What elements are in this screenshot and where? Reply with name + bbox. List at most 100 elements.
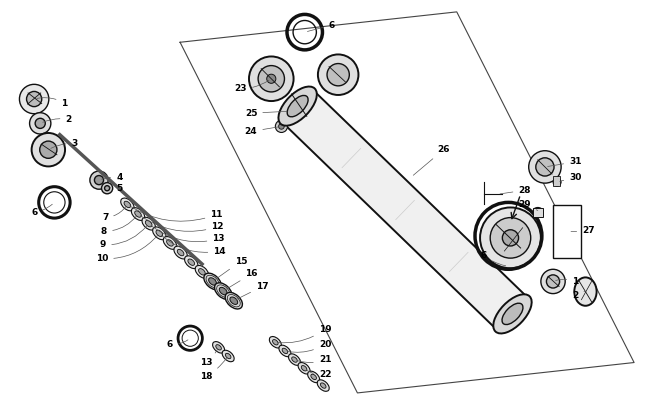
Text: 5: 5	[110, 184, 122, 193]
Ellipse shape	[287, 95, 308, 117]
Circle shape	[553, 178, 561, 186]
Ellipse shape	[131, 207, 145, 220]
Text: 8: 8	[101, 216, 136, 236]
Text: 6: 6	[307, 21, 335, 32]
Circle shape	[40, 141, 57, 158]
Text: 1: 1	[37, 98, 68, 108]
Circle shape	[480, 207, 541, 268]
Ellipse shape	[279, 345, 291, 357]
Circle shape	[249, 56, 294, 101]
Ellipse shape	[272, 340, 278, 345]
Ellipse shape	[269, 336, 281, 348]
Ellipse shape	[124, 201, 131, 207]
Text: 6: 6	[167, 340, 188, 349]
Ellipse shape	[226, 353, 231, 359]
Text: 25: 25	[245, 109, 287, 118]
Ellipse shape	[166, 240, 174, 246]
Text: 31: 31	[548, 158, 582, 166]
Circle shape	[27, 92, 42, 107]
Circle shape	[547, 275, 560, 288]
Text: 6: 6	[481, 251, 506, 266]
Ellipse shape	[533, 207, 542, 213]
Circle shape	[285, 107, 294, 115]
Text: 21: 21	[297, 355, 332, 364]
Ellipse shape	[502, 303, 523, 325]
Ellipse shape	[320, 383, 326, 388]
Ellipse shape	[575, 277, 597, 306]
Ellipse shape	[209, 278, 216, 285]
Ellipse shape	[219, 287, 227, 295]
Ellipse shape	[292, 357, 297, 362]
Circle shape	[536, 158, 554, 176]
Ellipse shape	[289, 354, 300, 365]
Ellipse shape	[153, 227, 166, 240]
Text: 15: 15	[214, 257, 247, 280]
Ellipse shape	[156, 230, 162, 236]
Text: 2: 2	[43, 115, 72, 124]
Text: 28: 28	[500, 186, 531, 195]
Ellipse shape	[302, 365, 307, 371]
Ellipse shape	[214, 283, 232, 299]
Text: 19: 19	[278, 325, 332, 343]
Ellipse shape	[282, 348, 288, 354]
Text: 2: 2	[572, 291, 586, 300]
Text: 23: 23	[235, 80, 269, 93]
Text: 24: 24	[244, 127, 279, 136]
Ellipse shape	[230, 297, 238, 304]
Text: 13: 13	[151, 226, 225, 243]
Text: 13: 13	[200, 350, 217, 367]
Bar	[553, 205, 581, 258]
Text: 11: 11	[130, 206, 223, 221]
Circle shape	[30, 113, 51, 134]
Text: 7: 7	[102, 207, 126, 222]
Text: 27: 27	[571, 226, 595, 235]
Text: 9: 9	[100, 226, 147, 249]
Circle shape	[35, 118, 46, 129]
Text: 30: 30	[560, 173, 582, 181]
Ellipse shape	[174, 246, 187, 259]
Ellipse shape	[163, 236, 177, 249]
Circle shape	[105, 186, 110, 191]
Ellipse shape	[135, 211, 141, 217]
Circle shape	[276, 120, 287, 132]
Text: 26: 26	[413, 145, 450, 175]
Bar	[553, 176, 560, 186]
Text: 3: 3	[51, 139, 78, 148]
Ellipse shape	[188, 259, 194, 265]
Ellipse shape	[222, 350, 234, 362]
Ellipse shape	[142, 217, 155, 230]
Circle shape	[258, 66, 285, 92]
Ellipse shape	[195, 265, 209, 278]
Text: 29: 29	[518, 200, 538, 210]
Text: 10: 10	[96, 236, 157, 263]
Ellipse shape	[278, 87, 317, 126]
Ellipse shape	[146, 220, 152, 227]
Circle shape	[32, 133, 65, 166]
Ellipse shape	[493, 294, 532, 333]
Polygon shape	[282, 90, 528, 330]
Circle shape	[502, 230, 519, 246]
Circle shape	[528, 151, 561, 183]
Text: 20: 20	[288, 340, 332, 352]
Ellipse shape	[177, 249, 184, 256]
Ellipse shape	[216, 345, 222, 350]
Ellipse shape	[311, 374, 317, 380]
Circle shape	[327, 63, 349, 86]
Circle shape	[90, 171, 108, 189]
Circle shape	[318, 55, 358, 95]
Circle shape	[279, 123, 284, 129]
Circle shape	[490, 218, 531, 258]
Ellipse shape	[225, 292, 242, 309]
Circle shape	[94, 176, 103, 185]
Ellipse shape	[298, 362, 310, 374]
Ellipse shape	[317, 380, 329, 391]
Text: 12: 12	[140, 215, 224, 231]
Text: 4: 4	[101, 173, 122, 181]
Ellipse shape	[204, 273, 221, 290]
Ellipse shape	[213, 341, 225, 353]
Circle shape	[101, 183, 112, 194]
Text: 6: 6	[31, 204, 52, 217]
Ellipse shape	[307, 371, 320, 383]
Circle shape	[266, 74, 276, 83]
Ellipse shape	[198, 269, 205, 275]
